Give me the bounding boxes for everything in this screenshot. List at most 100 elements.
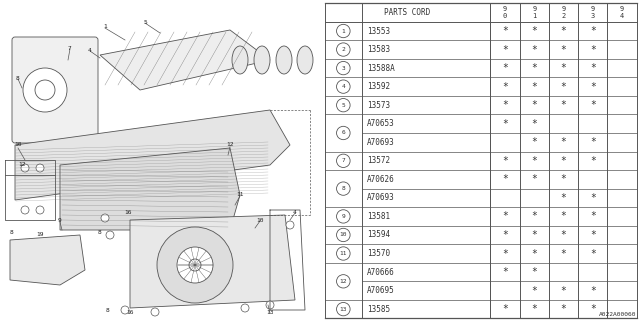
Text: *: *	[531, 304, 537, 314]
Text: *: *	[502, 174, 508, 184]
Text: 4: 4	[342, 84, 345, 89]
Text: *: *	[590, 285, 596, 296]
Text: *: *	[561, 82, 566, 92]
Text: *: *	[561, 212, 566, 221]
Text: *: *	[531, 156, 537, 166]
Text: *: *	[561, 230, 566, 240]
FancyBboxPatch shape	[12, 37, 98, 143]
Text: 6: 6	[342, 131, 345, 135]
Text: *: *	[531, 82, 537, 92]
Text: *: *	[531, 100, 537, 110]
Text: *: *	[590, 100, 596, 110]
Circle shape	[337, 210, 350, 223]
Text: *: *	[561, 249, 566, 259]
Text: *: *	[590, 63, 596, 73]
Text: 2: 2	[342, 47, 345, 52]
Circle shape	[337, 228, 350, 242]
Circle shape	[21, 206, 29, 214]
Text: 13592: 13592	[367, 82, 390, 91]
Text: *: *	[502, 249, 508, 259]
Circle shape	[337, 126, 350, 140]
Text: 8: 8	[98, 229, 102, 235]
Text: *: *	[531, 63, 537, 73]
Circle shape	[266, 301, 274, 309]
Text: 10: 10	[14, 142, 22, 148]
Text: 9
1: 9 1	[532, 6, 536, 19]
Text: *: *	[590, 212, 596, 221]
Text: 4: 4	[293, 210, 297, 214]
Text: 13572: 13572	[367, 156, 390, 165]
Text: *: *	[561, 44, 566, 54]
Ellipse shape	[232, 46, 248, 74]
Text: 13581: 13581	[367, 212, 390, 221]
Text: 8: 8	[10, 229, 14, 235]
Text: *: *	[502, 44, 508, 54]
Text: *: *	[561, 304, 566, 314]
Text: 1: 1	[103, 25, 107, 29]
Text: 13594: 13594	[367, 230, 390, 239]
Text: *: *	[531, 26, 537, 36]
Text: 9: 9	[58, 218, 62, 222]
Text: 9
4: 9 4	[620, 6, 624, 19]
Text: *: *	[561, 193, 566, 203]
Circle shape	[337, 99, 350, 112]
Text: A70626: A70626	[367, 175, 395, 184]
Text: *: *	[502, 119, 508, 129]
Text: *: *	[502, 82, 508, 92]
Text: 13553: 13553	[367, 27, 390, 36]
Text: 13583: 13583	[367, 45, 390, 54]
Text: *: *	[531, 267, 537, 277]
Text: *: *	[502, 26, 508, 36]
Text: 9
3: 9 3	[591, 6, 595, 19]
Text: *: *	[590, 26, 596, 36]
Text: A70693: A70693	[367, 193, 395, 202]
Text: *: *	[502, 212, 508, 221]
Circle shape	[189, 259, 201, 271]
Circle shape	[286, 221, 294, 229]
Text: *: *	[502, 267, 508, 277]
Text: A70666: A70666	[367, 268, 395, 276]
Circle shape	[36, 164, 44, 172]
Text: *: *	[531, 119, 537, 129]
Text: *: *	[531, 137, 537, 147]
Circle shape	[23, 68, 67, 112]
Circle shape	[337, 80, 350, 93]
Text: *: *	[531, 174, 537, 184]
Text: *: *	[590, 156, 596, 166]
Text: 12: 12	[227, 142, 234, 148]
Polygon shape	[60, 148, 240, 230]
Text: 16: 16	[124, 211, 132, 215]
Text: A70695: A70695	[367, 286, 395, 295]
Text: 5: 5	[342, 103, 345, 108]
Text: 8: 8	[106, 308, 110, 313]
Text: *: *	[531, 285, 537, 296]
Polygon shape	[10, 235, 85, 285]
Text: 12: 12	[340, 279, 347, 284]
Circle shape	[337, 61, 350, 75]
Circle shape	[337, 302, 350, 316]
Text: *: *	[590, 82, 596, 92]
Text: *: *	[531, 212, 537, 221]
Ellipse shape	[297, 46, 313, 74]
Text: *: *	[502, 304, 508, 314]
Circle shape	[337, 43, 350, 56]
Circle shape	[337, 247, 350, 260]
Text: 8: 8	[16, 76, 20, 81]
Text: *: *	[531, 230, 537, 240]
Circle shape	[337, 154, 350, 167]
Text: 13: 13	[340, 307, 347, 312]
Text: *: *	[561, 26, 566, 36]
Circle shape	[177, 247, 213, 283]
Ellipse shape	[254, 46, 270, 74]
Text: *: *	[502, 230, 508, 240]
Text: 3: 3	[342, 66, 345, 71]
Text: 4: 4	[88, 47, 92, 52]
Circle shape	[337, 275, 350, 288]
Text: 9
0: 9 0	[503, 6, 508, 19]
Text: 11: 11	[236, 193, 244, 197]
Circle shape	[121, 306, 129, 314]
Text: *: *	[561, 63, 566, 73]
Text: *: *	[502, 100, 508, 110]
Text: 9: 9	[342, 214, 345, 219]
Text: A022A00060: A022A00060	[599, 312, 637, 317]
